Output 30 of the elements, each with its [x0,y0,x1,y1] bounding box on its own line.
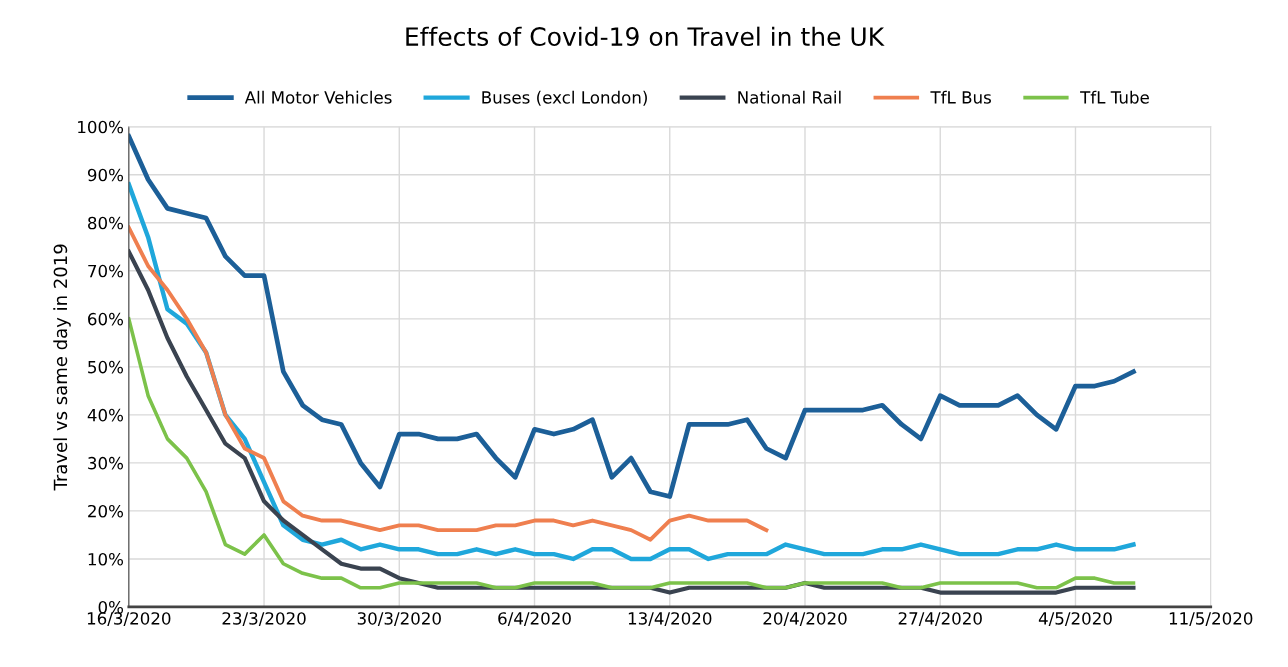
y-tick-label: 10% [88,552,124,566]
line-series [128,317,1136,590]
y-axis-title: Travel vs same day in 2019 [53,244,71,491]
chart-title: Effects of Covid-19 on Travel in the UK [406,26,885,47]
x-tick-label: 16/3/2020 [87,612,171,627]
y-tick-label: 40% [87,408,124,422]
x-tick-label: 27/4/2020 [898,612,982,627]
legend-label: Buses (excl London) [482,90,647,106]
legend-label: National Rail [738,90,841,104]
y-tick-label: 80% [88,216,124,230]
legend-label: TfL Tube [1080,90,1149,104]
x-tick-label: 23/3/2020 [222,612,306,627]
y-tick-label: 20% [88,504,124,518]
y-tick-label: 90% [87,168,124,182]
x-tick-label: 30/3/2020 [357,612,441,627]
x-tick-label: 20/4/2020 [763,612,847,627]
legend-label: TfL Bus [930,90,991,104]
x-tick-label: 4/5/2020 [1038,612,1112,627]
y-tick-label: 70% [88,264,124,278]
y-tick-label: 30% [88,456,124,470]
y-tick-label: 100% [78,120,124,134]
legend-label: All Motor Vehicles [244,90,392,104]
line-series [128,225,769,542]
x-tick-label: 6/4/2020 [498,612,571,627]
x-tick-label: 13/4/2020 [628,612,712,627]
y-tick-label: 0% [98,600,124,614]
x-tick-label: 11/5/2020 [1169,612,1253,627]
y-tick-label: 60% [88,312,124,326]
line-series [128,133,1136,499]
y-tick-label: 50% [88,360,124,374]
